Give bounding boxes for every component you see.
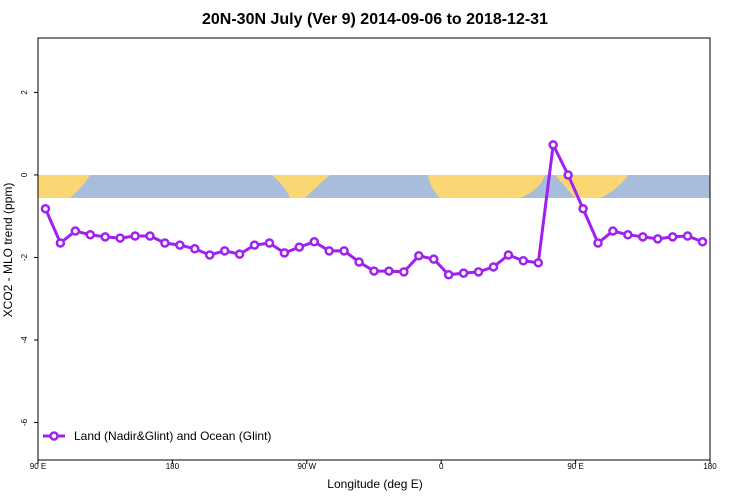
data-point [40,204,51,214]
data-point [697,237,708,247]
data-point [115,233,125,243]
series-line [44,139,704,277]
data-point [533,258,544,268]
chart-title: 20N-30N July (Ver 9) 2014-09-06 to 2018-… [202,11,548,28]
data-point [264,238,275,248]
legend-label: Land (Nadir&Glint) and Ocean (Glint) [74,429,271,443]
world-map-band [38,175,710,198]
data-point [100,232,110,242]
data-point [294,242,305,252]
data-point [279,248,290,258]
data-point [488,262,499,272]
data-point [130,231,140,241]
data-point [503,250,514,260]
data-point [414,251,424,261]
x-tick-label: 90 E [30,462,46,471]
data-point [70,226,81,236]
y-tick-label: -4 [20,336,29,344]
data-point [324,246,334,256]
y-tick-label: 2 [20,90,29,95]
x-tick-label: 180 [703,462,717,471]
data-point [234,249,245,259]
data-point [563,170,573,180]
data-point [175,240,185,250]
x-tick-label: 90 E [567,462,583,471]
data-point [219,246,230,256]
data-point [190,244,200,254]
legend-marker [49,431,59,441]
data-point [593,238,603,248]
x-tick-label: 0 [439,462,444,471]
x-axis-label: Longitude (deg E) [327,477,422,491]
data-point [638,232,648,242]
data-point [204,250,215,260]
data-point [623,230,633,240]
data-point [309,237,320,247]
data-point [458,268,469,278]
data-point [354,257,364,267]
data-point [145,231,155,241]
y-tick-label: 0 [20,172,29,177]
y-axis-label: XCO2 - MLO trend (ppm) [1,183,15,318]
data-point [384,266,394,276]
data-point [652,234,663,244]
plot-frame [37,37,711,461]
data-point [473,267,484,277]
data-point [428,254,439,264]
x-tick-label: 180 [166,462,180,471]
y-tick-label: -6 [20,418,29,426]
data-point [369,266,379,276]
x-tick-label: 90 W [297,462,316,471]
data-point [518,256,529,266]
y-tick-label: -2 [20,253,29,261]
data-point [443,270,454,280]
data-point [339,246,349,256]
data-point [399,267,409,277]
data-point [682,231,693,241]
data-point [578,204,588,214]
data-point [548,140,558,150]
data-point [249,240,260,250]
data-point [55,238,66,248]
data-point [608,226,618,236]
data-point [160,238,170,248]
data-point [667,232,678,242]
data-point [85,230,96,240]
